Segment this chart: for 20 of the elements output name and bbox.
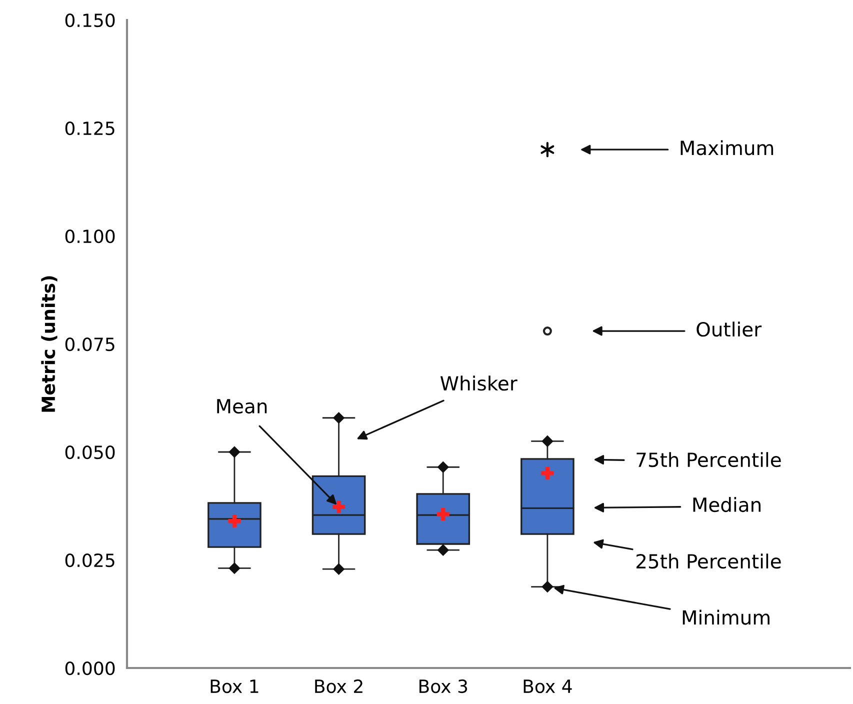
y-tick-label: 0.000 — [65, 661, 115, 676]
x-tick-label: Box 4 — [524, 680, 572, 694]
annotation: Whisker — [440, 376, 518, 391]
annotation: Mean — [217, 399, 267, 414]
y-tick-label: 0.050 — [65, 445, 115, 460]
y-tick-label: 0.150 — [65, 13, 115, 28]
x-tick-label: Box 2 — [315, 679, 362, 694]
text: Maximum — [680, 140, 774, 156]
text: 75th Percentile — [636, 452, 781, 468]
text: Median — [693, 497, 760, 512]
annotation: Minimum — [682, 610, 770, 625]
x-tick-label: Box 3 — [419, 679, 468, 694]
y-tick-label: 0.125 — [65, 121, 114, 136]
y-tick-label: 0.075 — [65, 337, 114, 352]
text: 25th Percentile — [636, 554, 781, 569]
x-tick-label: Box 1 — [210, 680, 258, 694]
y-tick-label: 0.025 — [65, 553, 114, 568]
y-axis-title: Metric (units) — [41, 276, 58, 412]
y-tick-label: 0.100 — [65, 229, 115, 244]
text: Outlier — [696, 322, 762, 337]
